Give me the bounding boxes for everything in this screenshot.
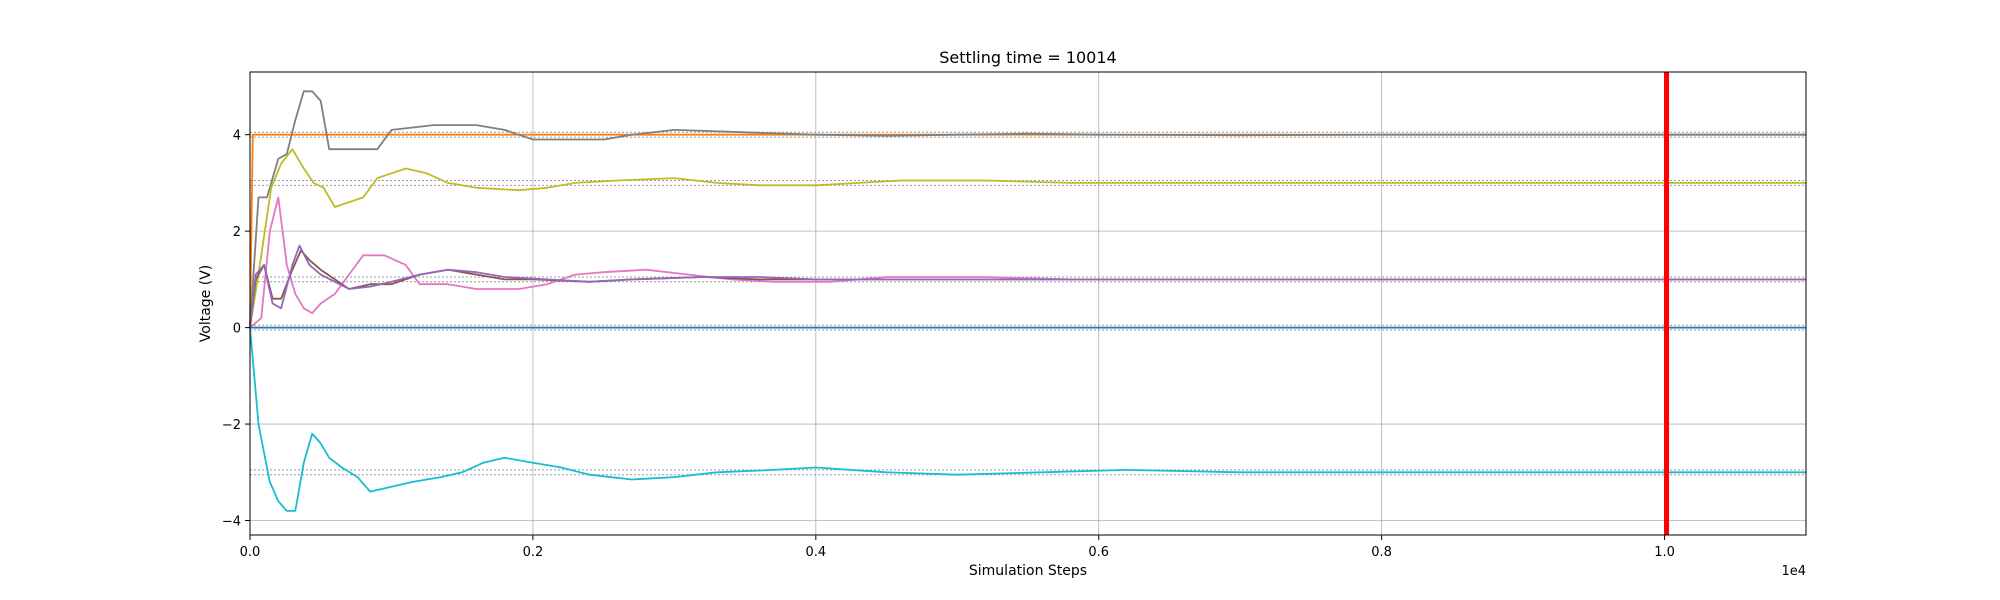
x-axis-label: Simulation Steps — [969, 563, 1087, 579]
plot-frame — [249, 71, 1807, 536]
y-tick-label: 2 — [233, 225, 241, 240]
tolerance-bands — [250, 131, 1806, 476]
x-axis-offset-label: 1e4 — [1781, 564, 1806, 579]
series-line — [249, 249, 1806, 328]
x-tick-label: 0.2 — [523, 545, 544, 560]
series-lines — [249, 90, 1806, 512]
x-tick-label: 0.8 — [1371, 545, 1392, 560]
series-line — [249, 148, 1806, 328]
y-tick-label: −4 — [222, 515, 241, 530]
series-line — [249, 244, 1806, 328]
x-tick-label: 1.0 — [1654, 545, 1675, 560]
y-tick-label: 0 — [233, 322, 241, 337]
series-line — [249, 90, 1806, 328]
y-axis-label: Voltage (V) — [198, 265, 214, 342]
y-tick-label: −2 — [222, 418, 241, 433]
x-tick-label: 0.4 — [805, 545, 826, 560]
series-line — [249, 327, 1806, 512]
x-tick-label: 0.6 — [1088, 545, 1109, 560]
y-tick-label: 4 — [233, 129, 241, 144]
x-tick-label: 0.0 — [240, 545, 261, 560]
axis-ticks: 0.0 0.2 0.4 0.6 0.8 1.0 −4 −2 0 2 4 — [222, 129, 1675, 560]
chart-title: Settling time = 10014 — [939, 48, 1116, 67]
series-line — [249, 196, 1806, 329]
